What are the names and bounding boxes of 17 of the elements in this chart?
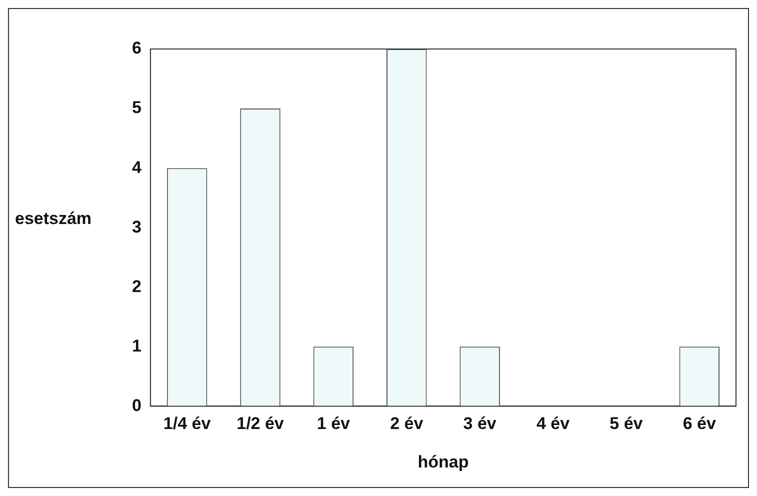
x-tick-label: 1 év <box>316 414 351 434</box>
y-tick-label: 0 <box>132 396 142 415</box>
x-tick-label: 1/2 év <box>236 414 284 434</box>
y-tick-label: 5 <box>132 98 142 118</box>
y-tick-label: 6 <box>132 38 142 58</box>
x-axis-title: hónap <box>418 452 469 472</box>
x-tick-label: 5 év <box>610 414 644 434</box>
y-tick-label: 2 <box>132 276 142 296</box>
x-tick-label: 2 év <box>390 414 424 434</box>
y-tick-label: 3 <box>132 217 142 236</box>
x-tick-label: 6 év <box>682 414 716 434</box>
x-tick-label: 3 év <box>463 414 497 434</box>
y-tick-label: 1 <box>132 336 142 356</box>
x-tick-label: 4 év <box>536 414 570 434</box>
y-axis-title: esetszám <box>15 209 92 229</box>
x-tick-label: 1/4 év <box>163 414 212 434</box>
y-tick-label: 4 <box>132 158 142 177</box>
